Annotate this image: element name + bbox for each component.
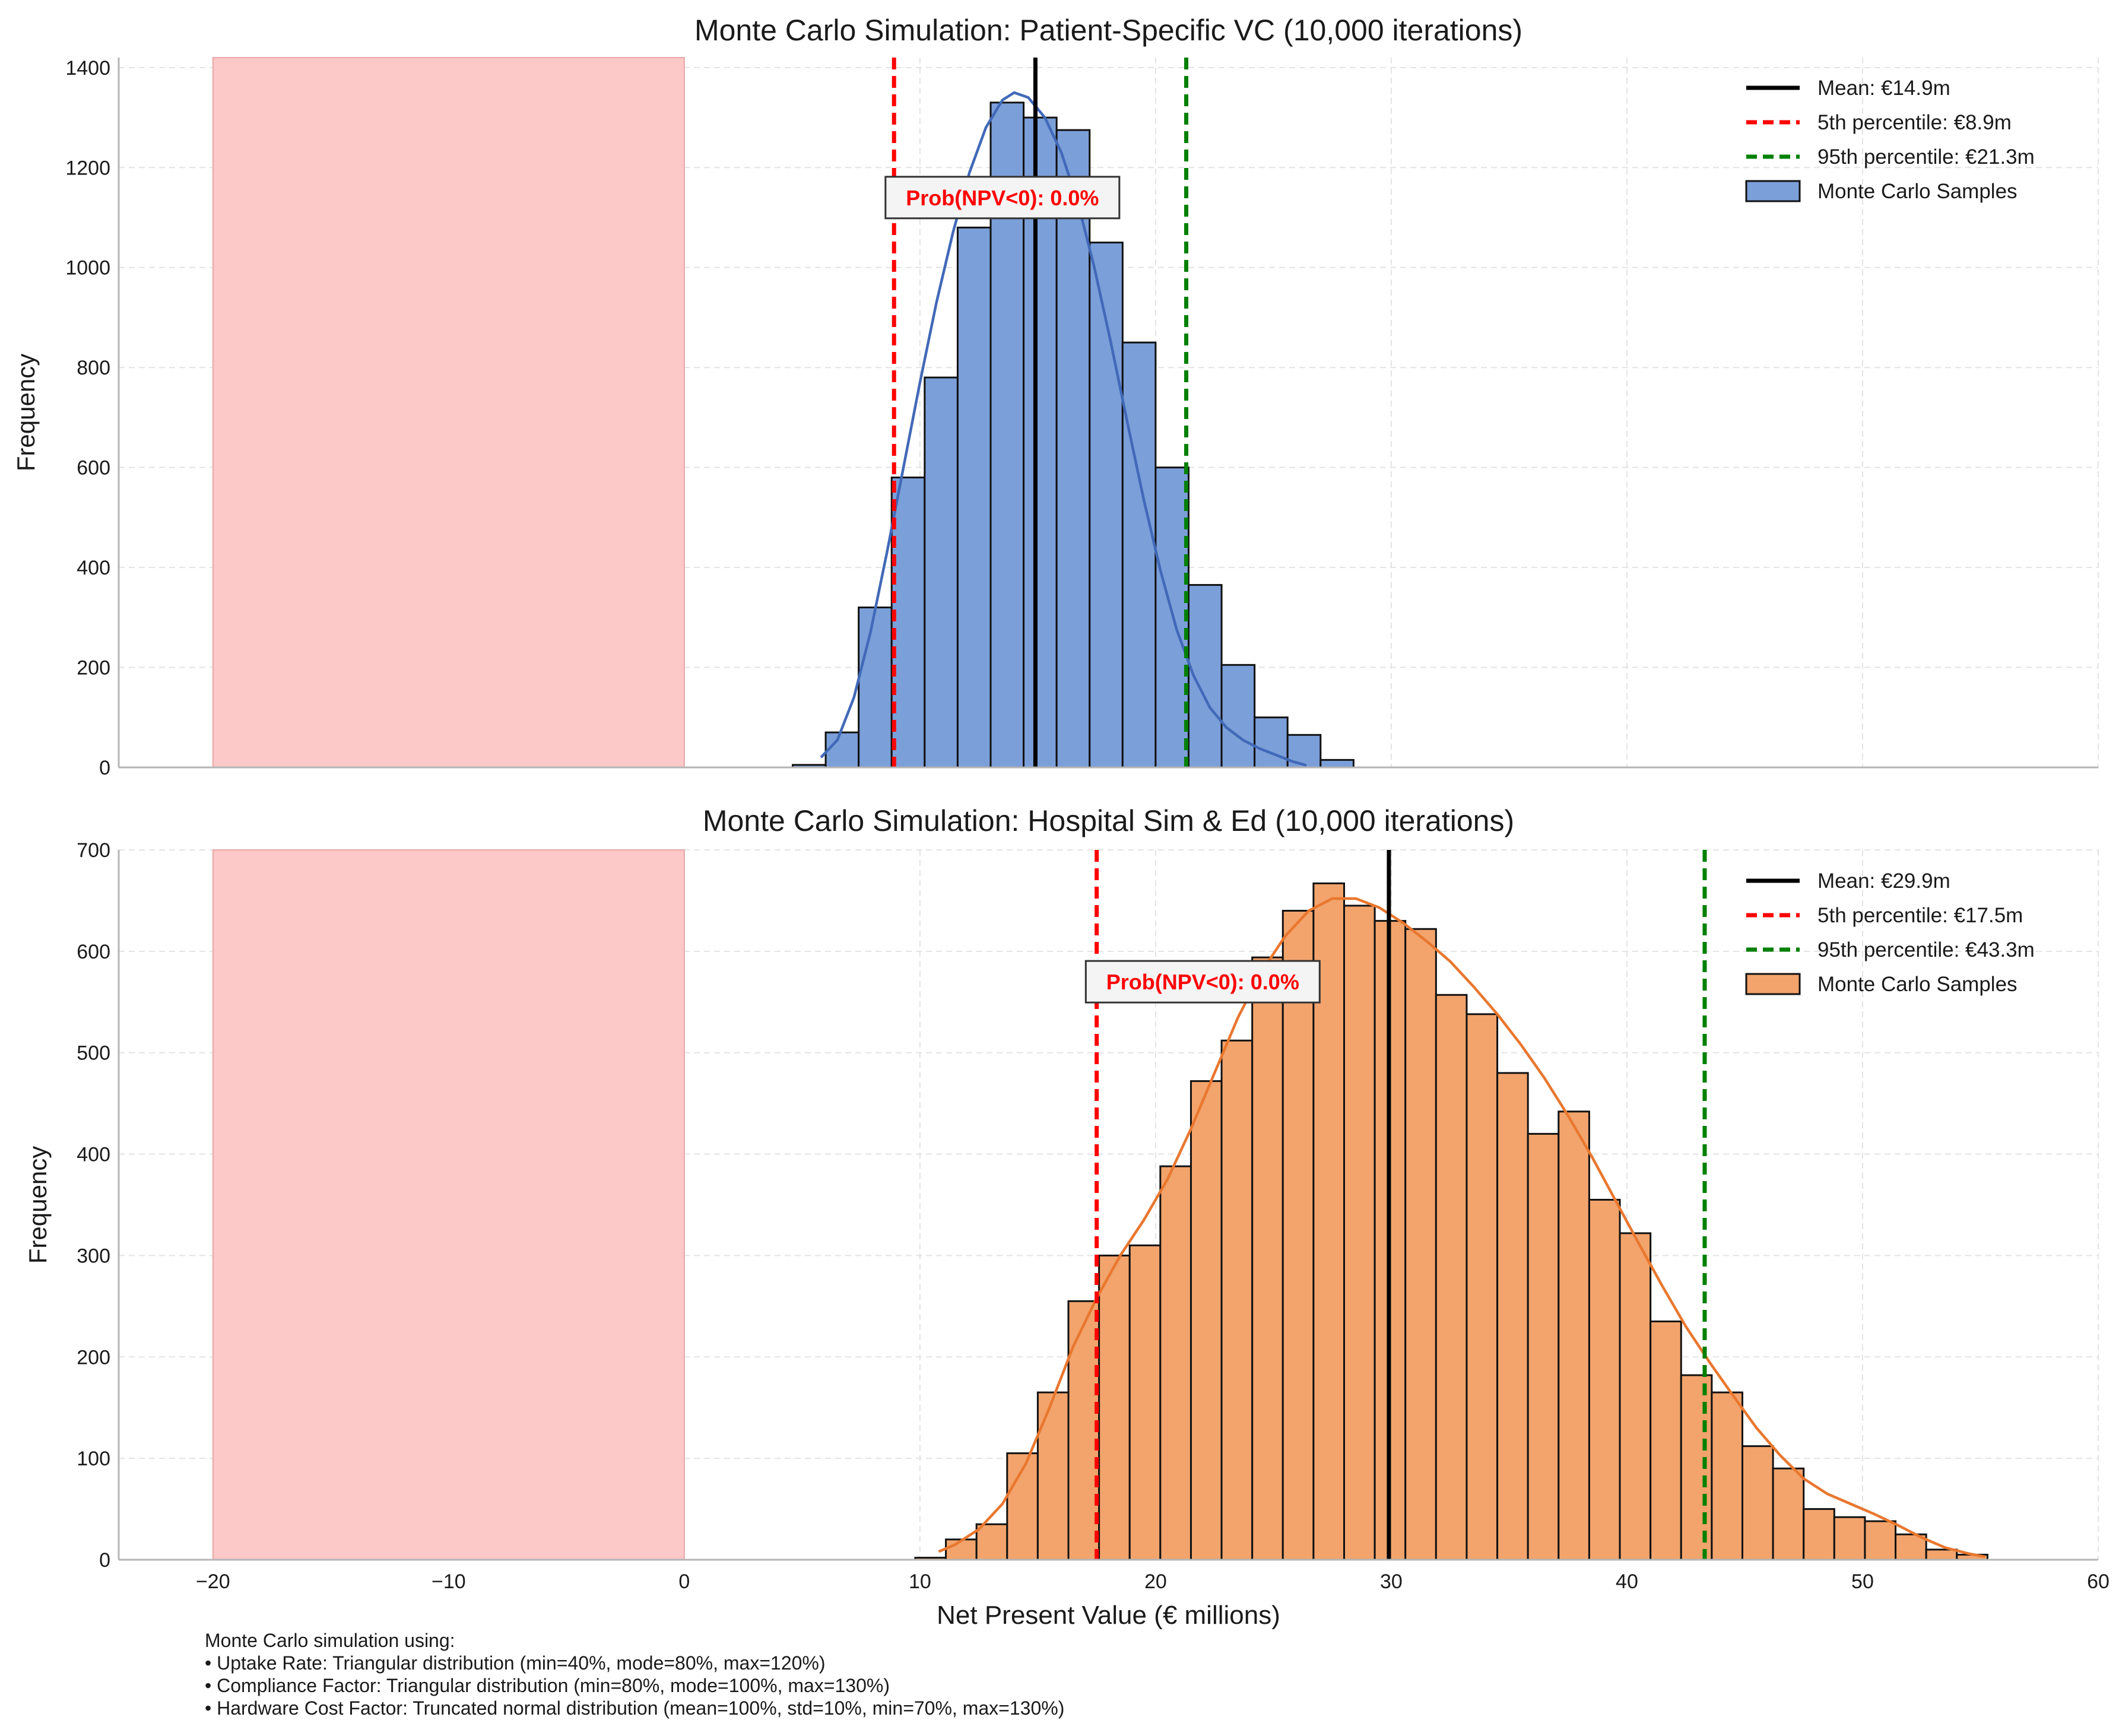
y-tick-label: 0 xyxy=(99,1549,110,1572)
histogram-bar xyxy=(1089,242,1124,769)
histogram-bar xyxy=(1312,882,1346,1561)
histogram-bar xyxy=(1496,1072,1529,1561)
histogram-bar xyxy=(1251,956,1284,1561)
histogram-bar xyxy=(1435,994,1468,1561)
y-axis-label: Frequency xyxy=(12,354,40,471)
histogram-bar xyxy=(924,376,959,769)
y-tick-label: 500 xyxy=(77,1042,110,1065)
y-tick-label: 200 xyxy=(77,1346,110,1369)
negative-npv-region xyxy=(212,849,685,1560)
footnote-line: Monte Carlo simulation using: xyxy=(205,1630,455,1651)
annotation-text: Prob(NPV<0): 0.0% xyxy=(1106,970,1299,994)
legend-label: Mean: €14.9m xyxy=(1817,77,1950,100)
kde-line xyxy=(938,897,1985,1559)
y-tick-label: 100 xyxy=(77,1448,110,1470)
y-tick-label: 300 xyxy=(77,1245,110,1267)
histogram-bar xyxy=(1711,1391,1743,1561)
legend-label: Monte Carlo Samples xyxy=(1817,973,2018,996)
histogram-bar xyxy=(1067,1300,1100,1561)
y-tick-label: 600 xyxy=(77,941,110,963)
legend-label: 95th percentile: €43.3m xyxy=(1817,938,2035,961)
histogram-bar xyxy=(1023,116,1058,769)
histogram-bar xyxy=(1254,716,1289,769)
y-tick-label: 400 xyxy=(77,557,110,579)
histogram-bar xyxy=(975,1523,1008,1561)
y-tick-label: 1000 xyxy=(65,257,110,280)
y-tick-label: 400 xyxy=(77,1144,110,1166)
histogram-bar xyxy=(1925,1548,1958,1561)
x-tick-label: 40 xyxy=(1616,1570,1638,1593)
histogram-bar xyxy=(1098,1254,1131,1561)
annotation-box xyxy=(884,176,1121,220)
y-tick-label: 1400 xyxy=(65,57,110,80)
chart-title: Monte Carlo Simulation: Patient-Specific… xyxy=(694,14,1522,47)
histogram-bar xyxy=(1189,1080,1223,1561)
histogram-bar xyxy=(1121,341,1157,769)
histogram-bar xyxy=(1741,1445,1774,1561)
x-tick-label: 50 xyxy=(1851,1570,1874,1593)
negative-npv-region xyxy=(212,57,685,768)
footnote-line: • Compliance Factor: Triangular distribu… xyxy=(205,1675,890,1696)
histogram-bar xyxy=(1281,910,1315,1561)
legend-label: 95th percentile: €21.3m xyxy=(1817,145,2035,169)
histogram-bar xyxy=(890,476,926,769)
chart-panel-1: 0 200 400 600 800 1000 1200 1400 Monte Carlo Sim… xyxy=(12,14,2099,779)
y-tick-label: 1200 xyxy=(65,157,110,179)
y-axis-label: Frequency xyxy=(24,1146,52,1264)
x-tick-label: −10 xyxy=(432,1570,466,1593)
y-tick-label: 0 xyxy=(99,757,110,779)
annotation-text: Prob(NPV<0): 0.0% xyxy=(906,186,1099,210)
y-tick-label: 200 xyxy=(77,657,110,680)
legend-label: Monte Carlo Samples xyxy=(1817,180,2018,203)
histogram-bar xyxy=(1619,1232,1652,1561)
legend-label: 5th percentile: €17.5m xyxy=(1817,904,2023,927)
histogram-bar xyxy=(1036,1391,1070,1561)
histogram-bar xyxy=(945,1538,978,1561)
histogram-bar xyxy=(1220,1039,1254,1561)
x-tick-label: 20 xyxy=(1144,1570,1167,1593)
legend-bar-swatch xyxy=(1745,180,1801,202)
legend: Mean: €14.9m 5th percentile: €8.9m 95th pe… xyxy=(1745,77,2035,203)
histogram-bar xyxy=(1404,928,1437,1561)
histogram-bar xyxy=(956,226,992,769)
histogram-bar xyxy=(1649,1320,1682,1561)
histogram-bar xyxy=(824,731,860,769)
x-tick-label: 10 xyxy=(909,1570,931,1593)
x-tick-label: 30 xyxy=(1380,1570,1403,1593)
histogram-bar xyxy=(1864,1520,1897,1561)
y-tick-label: 700 xyxy=(77,839,110,862)
histogram-bar xyxy=(1772,1467,1805,1561)
histogram-bar xyxy=(1465,1013,1499,1561)
histogram-bar xyxy=(1319,758,1354,769)
legend-label: Mean: €29.9m xyxy=(1817,869,1950,893)
histogram-bar xyxy=(1159,1165,1192,1561)
x-tick-label: 60 xyxy=(2087,1570,2110,1593)
histogram-bar xyxy=(1803,1508,1835,1561)
annotation-box xyxy=(1084,960,1321,1004)
y-tick-label: 600 xyxy=(77,457,110,480)
footnote-line: • Uptake Rate: Triangular distribution (… xyxy=(205,1652,826,1674)
x-axis-label: Net Present Value (€ millions) xyxy=(937,1601,1280,1630)
histogram-bar xyxy=(1680,1374,1713,1561)
chart-title: Monte Carlo Simulation: Hospital Sim & E… xyxy=(703,804,1514,837)
histogram-bar xyxy=(1220,664,1256,769)
kde-line xyxy=(820,91,1307,767)
footnote-line: • Hardware Cost Factor: Truncated normal… xyxy=(205,1697,1065,1719)
histogram-bar xyxy=(1833,1516,1866,1561)
x-tick-label: 0 xyxy=(678,1570,690,1593)
histogram-bar xyxy=(1343,905,1376,1561)
histogram-bar xyxy=(1557,1110,1590,1561)
legend: Mean: €29.9m 5th percentile: €17.5m 95th p… xyxy=(1745,869,2035,996)
footnote: Monte Carlo simulation using: • Uptake R… xyxy=(205,1629,1064,1719)
histogram-bar xyxy=(1527,1132,1560,1561)
y-tick-label: 800 xyxy=(77,357,110,379)
legend-label: 5th percentile: €8.9m xyxy=(1817,111,2012,134)
x-tick-label: −20 xyxy=(196,1570,230,1593)
legend-bar-swatch xyxy=(1745,973,1801,995)
histogram-bar xyxy=(1128,1244,1162,1561)
histogram-bar xyxy=(858,606,893,769)
chart-panel-2: 0 100 200 300 400 500 600 700 −20 −10 0 10 20 30 40 50 6… xyxy=(24,804,2110,1630)
histogram-bar xyxy=(1588,1198,1621,1561)
